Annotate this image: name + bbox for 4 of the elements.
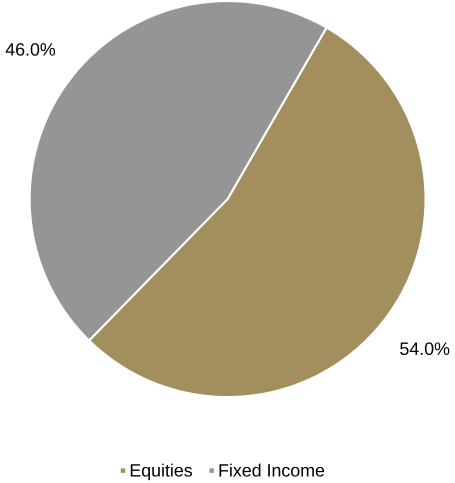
legend-label: Fixed Income	[219, 464, 324, 477]
data-label: 54.0%	[400, 342, 450, 355]
legend-label: Equities	[130, 464, 192, 480]
data-label: 46.0%	[6, 43, 56, 56]
